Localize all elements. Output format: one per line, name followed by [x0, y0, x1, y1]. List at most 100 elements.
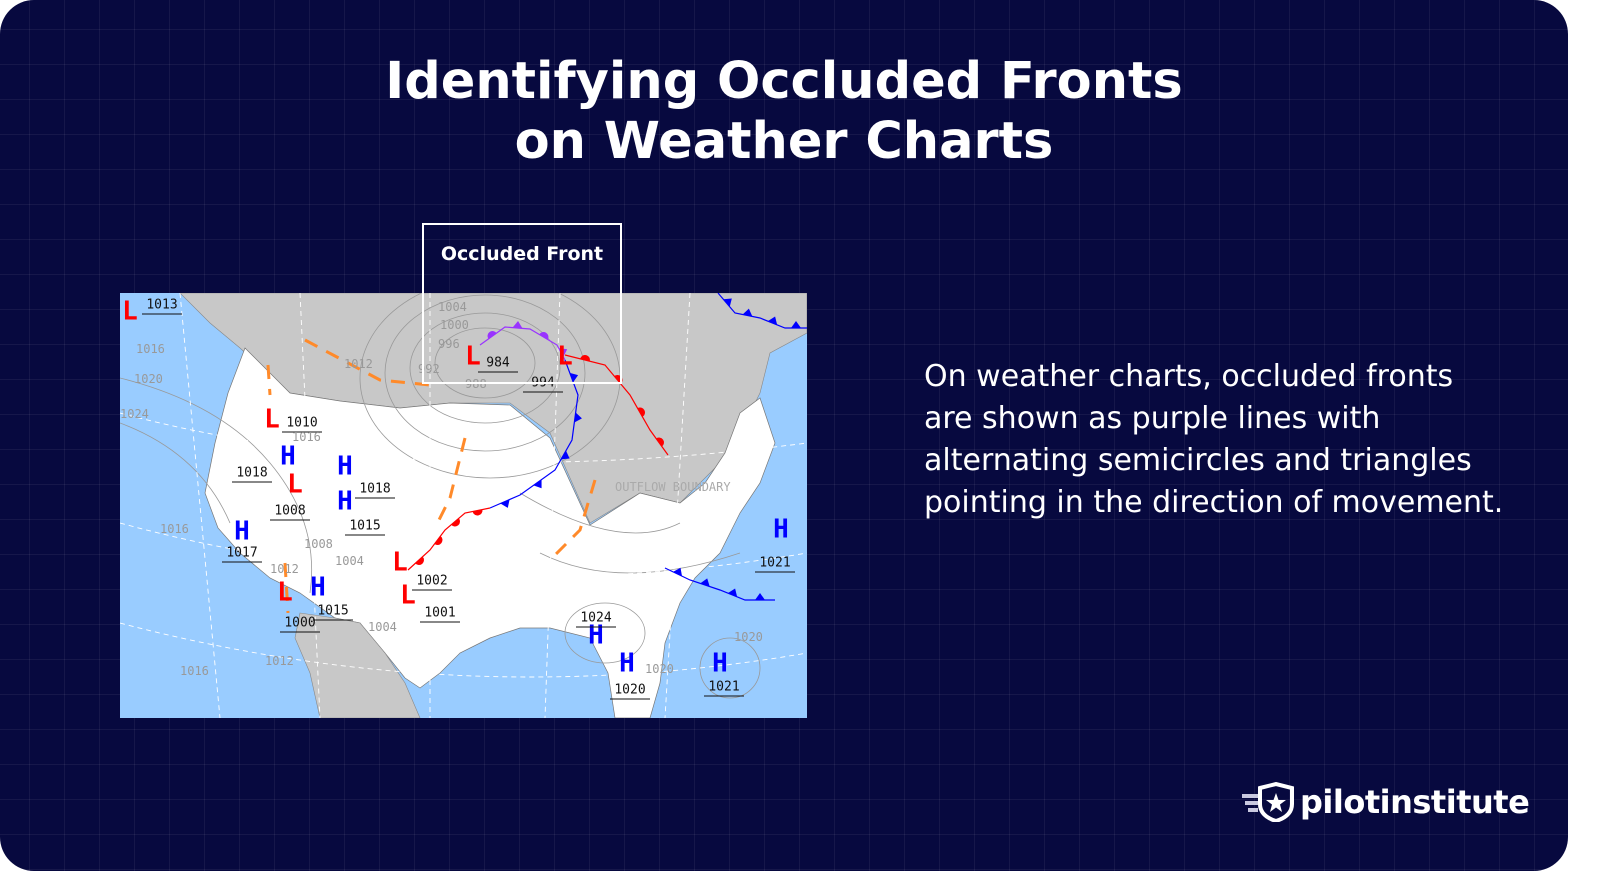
us-landmass	[204, 347, 776, 718]
description-text: On weather charts, occluded fronts are s…	[924, 359, 1504, 520]
warm-front-line	[564, 354, 669, 456]
isobar-label: 1020	[645, 662, 674, 676]
isobar-label: 1016	[180, 664, 209, 678]
front-triangle	[700, 578, 710, 587]
front-triangle	[727, 588, 738, 597]
pressure-value: 1017	[226, 546, 257, 561]
isobar-label: 1004	[335, 554, 364, 568]
low-pressure-symbol: L	[465, 342, 481, 372]
isobar-label: 1016	[292, 430, 321, 444]
trough-midwest-line	[553, 479, 597, 557]
front-semicircle	[637, 407, 645, 417]
high-pressure-symbol: H	[619, 649, 635, 679]
front-triangle	[755, 593, 765, 600]
front-triangle	[723, 298, 732, 307]
pressure-value: 984	[486, 356, 510, 371]
trough-canada-line	[304, 338, 431, 387]
pressure-value: 1018	[236, 466, 267, 481]
highlight-label: Occluded Front	[440, 243, 604, 265]
stationary-front-west-line	[407, 507, 491, 571]
pressure-value: 1015	[349, 519, 380, 534]
occluded-front	[479, 321, 568, 361]
trough-plains-line	[433, 437, 467, 529]
outflow-boundary-label: OUTFLOW BOUNDARY	[615, 480, 731, 494]
high-pressure-symbol: H	[280, 442, 296, 472]
front-triangle	[558, 348, 568, 357]
pressure-value: 1008	[274, 504, 305, 519]
pressure-value: 1010	[286, 416, 317, 431]
high-pressure-symbol: H	[310, 573, 326, 603]
stationary-front-west	[407, 507, 491, 571]
isobar-label: 1004	[438, 300, 467, 314]
low-pressure-symbol: L	[277, 578, 293, 608]
trough-canada	[304, 338, 431, 387]
title-line-1: Identifying Occluded Fronts	[385, 52, 1183, 111]
isobar-label: 988	[465, 377, 487, 391]
isobar-label: 1004	[368, 620, 397, 634]
pressure-value: 1021	[759, 556, 790, 571]
pressure-value: 1018	[359, 482, 390, 497]
high-pressure-symbol: H	[773, 515, 789, 545]
low-pressure-symbol: L	[557, 342, 573, 372]
low-pressure-symbol: L	[122, 297, 138, 327]
low-pressure-symbol: L	[287, 470, 303, 500]
isobar-label: 1012	[270, 562, 299, 576]
cold-front	[489, 359, 582, 509]
front-northeast	[717, 293, 807, 329]
front-semicircle	[434, 535, 443, 545]
infographic-panel: Identifying Occluded Fronts on Weather C…	[0, 0, 1568, 871]
front-triangle	[561, 450, 570, 460]
isobar-label: 1020	[734, 630, 763, 644]
trough-southwest-line	[283, 562, 290, 614]
pressure-value: 1015	[317, 604, 348, 619]
isobar-label: 1000	[440, 318, 469, 332]
low-pressure-symbol: L	[400, 581, 416, 611]
brand-name: pilotinstitute	[1300, 783, 1530, 821]
pressure-value: 1001	[424, 606, 455, 621]
title-line-2: on Weather Charts	[514, 112, 1054, 171]
front-semicircle	[580, 355, 590, 362]
front-semicircle	[656, 437, 664, 447]
trough-midwest	[553, 479, 597, 557]
graticule	[120, 293, 807, 718]
front-triangle	[574, 412, 582, 423]
shield-wings-icon	[1242, 782, 1294, 822]
isobar-label: 1012	[265, 654, 294, 668]
brand-logo: pilotinstitute	[1242, 782, 1530, 822]
pressure-value: 1000	[284, 616, 315, 631]
low-pressure-symbol: L	[264, 405, 280, 435]
front-triangle	[791, 321, 801, 328]
page-title: Identifying Occluded Fronts on Weather C…	[0, 52, 1568, 172]
isobar-label: 1024	[120, 407, 149, 421]
front-triangle	[533, 479, 542, 489]
high-pressure-symbol: H	[337, 487, 353, 517]
high-pressure-symbol: H	[234, 517, 250, 547]
front-semicircle	[451, 518, 460, 527]
fronts	[266, 293, 807, 614]
high-pressure-symbol: H	[337, 452, 353, 482]
pressure-value: 1013	[146, 298, 177, 313]
pressure-value: 1020	[614, 683, 645, 698]
front-triangle	[512, 321, 523, 329]
high-pressure-symbol: H	[712, 649, 728, 679]
isobar-label: 1016	[136, 342, 165, 356]
isobar-label: 1020	[134, 372, 163, 386]
high-pressure-symbol: H	[588, 621, 604, 651]
isobar-label: 1008	[304, 537, 333, 551]
occluded-front-highlight-box: Occluded Front	[422, 223, 622, 384]
front-triangle	[569, 372, 579, 383]
front-semicircle	[415, 556, 424, 565]
pressure-value: 1024	[580, 611, 611, 626]
isobar-label: 996	[438, 337, 460, 351]
trough-northwest	[266, 364, 272, 396]
occluded-front-line	[479, 326, 566, 361]
low-pressure-symbol: L	[392, 548, 408, 578]
front-east-coast	[664, 567, 775, 601]
pressure-value: 1021	[708, 680, 739, 695]
trough-southwest	[283, 562, 290, 614]
front-triangle	[500, 499, 510, 508]
front-semicircle	[539, 332, 549, 340]
front-semicircle	[487, 331, 497, 339]
isobar-label: 1012	[344, 357, 373, 371]
